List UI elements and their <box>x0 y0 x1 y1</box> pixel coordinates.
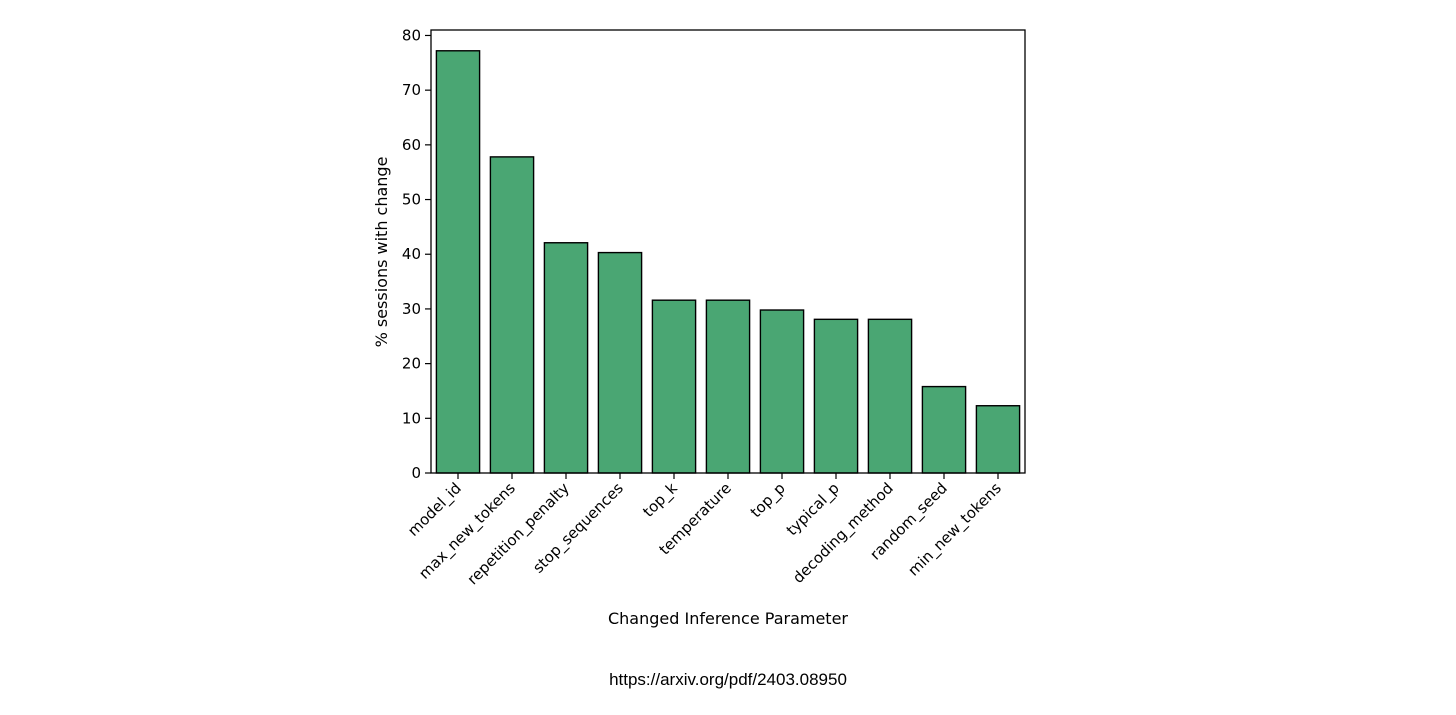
y-axis: 0 10 20 30 40 50 60 70 80 <box>402 26 431 482</box>
y-tick-label: 0 <box>411 464 421 482</box>
bar-repetition_penalty <box>543 242 589 474</box>
x-tick-label-min_new_tokens: min_new_tokens <box>904 479 1005 580</box>
y-tick-label: 40 <box>402 245 421 263</box>
bars-layer <box>435 50 1021 474</box>
x-tick-label-top_k: top_k <box>639 479 681 521</box>
bar-top_k <box>651 299 697 474</box>
bar-typical_p <box>813 318 859 474</box>
bar-max_new_tokens <box>489 156 535 474</box>
bar-temperature <box>705 299 751 474</box>
x-tick-label-stop_sequences: stop_sequences <box>529 479 627 577</box>
y-tick-label: 60 <box>402 136 421 154</box>
bar-model_id <box>435 50 481 474</box>
x-axis-label: Changed Inference Parameter <box>608 609 848 628</box>
bar-min_new_tokens <box>975 405 1021 474</box>
bar-stop_sequences <box>597 251 643 474</box>
y-tick-label: 80 <box>402 26 421 44</box>
y-tick-label: 10 <box>402 409 421 427</box>
bar-random_seed <box>921 385 967 474</box>
y-tick-label: 20 <box>402 355 421 373</box>
x-tick-label-decoding_method: decoding_method <box>789 479 897 587</box>
y-axis-label: % sessions with change <box>372 157 391 348</box>
y-tick-label: 50 <box>402 191 421 209</box>
y-tick-label: 70 <box>402 81 421 99</box>
x-axis: model_idmax_new_tokensrepetition_penalty… <box>404 473 1006 589</box>
bar-decoding_method <box>867 318 913 474</box>
x-tick-label-repetition_penalty: repetition_penalty <box>464 479 574 589</box>
bar-top_p <box>759 309 805 474</box>
source-url-caption: https://arxiv.org/pdf/2403.08950 <box>609 670 847 689</box>
x-tick-label-max_new_tokens: max_new_tokens <box>415 479 519 583</box>
y-tick-label: 30 <box>402 300 421 318</box>
x-tick-label-top_p: top_p <box>747 479 790 522</box>
